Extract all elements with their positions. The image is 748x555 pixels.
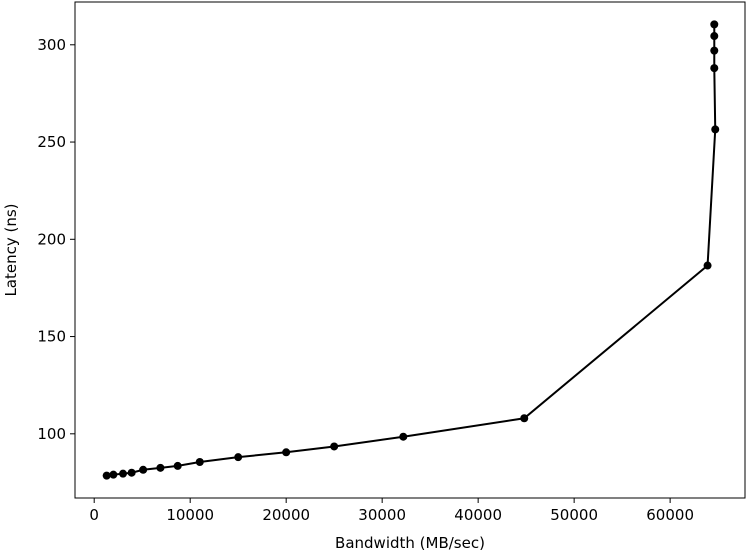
point xyxy=(520,414,529,423)
y-axis-label: Latency (ns) xyxy=(2,203,20,296)
point xyxy=(234,453,243,462)
point xyxy=(710,64,719,73)
y-tick-label: 250 xyxy=(37,133,66,151)
plot-frame xyxy=(74,1,746,499)
y-tick-label: 150 xyxy=(37,328,66,346)
x-tick-label: 30000 xyxy=(358,506,406,524)
point xyxy=(282,448,291,457)
point xyxy=(710,46,719,55)
point xyxy=(173,461,182,470)
point xyxy=(703,261,712,270)
y-tick-label: 100 xyxy=(37,425,66,443)
point xyxy=(710,32,719,41)
point xyxy=(156,463,165,472)
x-tick-label: 20000 xyxy=(262,506,310,524)
line xyxy=(106,24,717,477)
point xyxy=(399,432,408,441)
x-tick-label: 40000 xyxy=(454,506,502,524)
point xyxy=(330,442,339,451)
point xyxy=(711,125,720,134)
x-axis-label: Bandwidth (MB/sec) xyxy=(335,534,485,552)
point xyxy=(118,469,127,478)
y-tick-label: 300 xyxy=(37,36,66,54)
x-tick-label: 60000 xyxy=(646,506,694,524)
x-tick-label: 0 xyxy=(89,506,99,524)
point xyxy=(127,468,136,477)
point xyxy=(102,471,111,480)
point xyxy=(710,20,719,29)
point xyxy=(109,470,118,479)
point xyxy=(139,465,148,474)
y-tick-label: 200 xyxy=(37,230,66,248)
point xyxy=(195,458,204,467)
x-tick-label: 10000 xyxy=(166,506,214,524)
x-tick-label: 50000 xyxy=(550,506,598,524)
